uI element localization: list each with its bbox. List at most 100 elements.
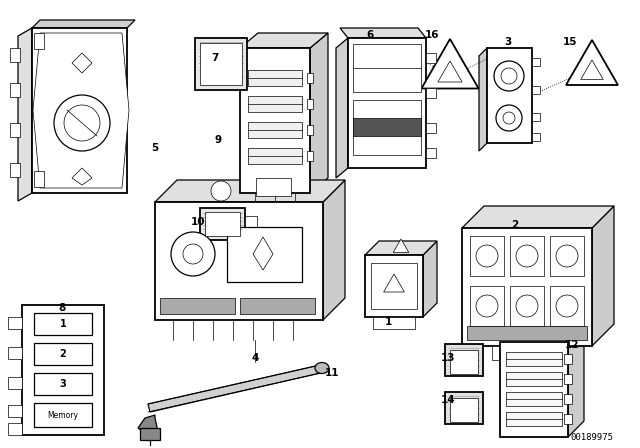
Text: 3: 3 [60, 379, 67, 389]
Circle shape [556, 295, 578, 317]
Bar [227, 227, 302, 282]
Text: 1: 1 [385, 317, 392, 327]
Circle shape [494, 61, 524, 91]
Bar [195, 38, 247, 90]
Bar [564, 394, 572, 404]
Bar [550, 236, 584, 276]
Polygon shape [580, 60, 604, 79]
Polygon shape [138, 415, 158, 435]
Bar [200, 43, 242, 85]
Circle shape [171, 232, 215, 276]
Circle shape [556, 245, 578, 267]
Polygon shape [566, 40, 618, 85]
Polygon shape [383, 274, 404, 292]
Bar [248, 148, 302, 164]
Bar [532, 58, 540, 66]
Bar [506, 352, 562, 366]
Polygon shape [72, 53, 92, 73]
Bar [34, 373, 92, 395]
Bar [307, 125, 313, 135]
Bar [353, 44, 421, 92]
Bar [10, 48, 20, 62]
Text: 13: 13 [441, 353, 455, 363]
Circle shape [476, 295, 498, 317]
Text: 6: 6 [366, 30, 374, 40]
Polygon shape [148, 365, 325, 412]
Bar [307, 73, 313, 83]
Text: 12: 12 [564, 340, 579, 350]
Text: 11: 11 [324, 368, 339, 378]
Bar [353, 100, 421, 155]
Polygon shape [240, 33, 328, 48]
Polygon shape [32, 20, 135, 28]
Bar [34, 313, 92, 335]
Text: 2: 2 [511, 220, 518, 230]
Bar [248, 96, 302, 112]
Bar [532, 113, 540, 121]
Bar [550, 286, 584, 326]
Bar [564, 354, 572, 364]
Bar [506, 392, 562, 406]
Text: 3: 3 [504, 37, 511, 47]
Text: 4: 4 [252, 353, 259, 363]
Bar [8, 423, 22, 435]
Polygon shape [336, 38, 348, 178]
Polygon shape [72, 168, 92, 185]
Circle shape [501, 68, 517, 84]
Bar [365, 255, 423, 317]
Bar [245, 216, 257, 228]
Circle shape [211, 181, 231, 201]
Bar [445, 344, 483, 376]
Bar [487, 48, 532, 143]
Polygon shape [340, 28, 426, 38]
Bar [564, 374, 572, 384]
Bar [34, 403, 92, 427]
Text: 1: 1 [60, 319, 67, 329]
Bar [445, 392, 483, 424]
Polygon shape [155, 180, 345, 202]
Bar [140, 428, 160, 440]
Bar [470, 286, 504, 326]
Bar [462, 228, 592, 346]
Bar [8, 405, 22, 417]
Bar [34, 171, 44, 187]
Polygon shape [365, 241, 437, 255]
Bar [8, 347, 22, 359]
Bar [10, 83, 20, 97]
Polygon shape [310, 33, 328, 193]
Bar [371, 263, 417, 309]
Bar [353, 118, 421, 136]
Polygon shape [33, 33, 129, 188]
Polygon shape [438, 61, 462, 82]
Polygon shape [18, 28, 32, 201]
Bar [450, 398, 478, 422]
Bar [500, 342, 568, 437]
Circle shape [54, 95, 110, 151]
Ellipse shape [315, 362, 329, 374]
Bar [10, 163, 20, 177]
Polygon shape [253, 237, 273, 270]
Text: Memory: Memory [47, 410, 79, 419]
Bar [426, 148, 436, 158]
Bar [564, 414, 572, 424]
Polygon shape [592, 206, 614, 346]
Text: 10: 10 [191, 217, 205, 227]
Bar [200, 208, 245, 240]
Bar [22, 305, 104, 435]
Bar [155, 202, 323, 320]
Polygon shape [568, 326, 584, 437]
Circle shape [476, 245, 498, 267]
Circle shape [496, 105, 522, 131]
Text: 5: 5 [152, 143, 159, 153]
Polygon shape [423, 241, 437, 317]
Bar [426, 123, 436, 133]
Polygon shape [479, 48, 487, 151]
Text: 15: 15 [563, 37, 577, 47]
Bar [248, 70, 302, 86]
Bar [510, 286, 544, 326]
Bar [34, 343, 92, 365]
Bar [373, 317, 415, 329]
Polygon shape [393, 239, 409, 253]
Bar [470, 236, 504, 276]
Bar [426, 88, 436, 98]
